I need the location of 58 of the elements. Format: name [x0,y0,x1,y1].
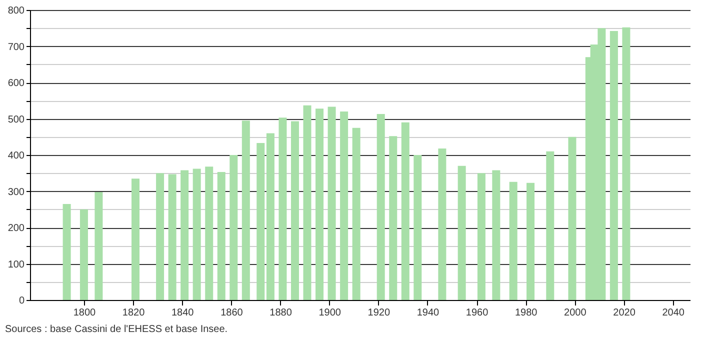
y-tick-label: 700 [8,42,25,53]
bar [389,136,398,300]
bar [94,192,103,300]
y-tick-label: 200 [8,223,25,234]
bar [352,128,360,300]
y-tick-label: 500 [8,114,25,126]
y-tick-label: 600 [8,78,25,89]
bar [401,122,410,300]
bar [438,148,446,300]
bar [340,112,348,300]
bar [610,31,618,300]
bar [316,108,324,300]
bar [256,143,265,300]
y-tick-label: 800 [8,6,25,16]
x-tick-label: 2020 [613,308,636,318]
bar [568,136,576,300]
bar [458,166,466,300]
bar [230,155,238,300]
y-tick-label: 300 [8,186,25,198]
x-tick-label: 1960 [466,308,489,318]
bar [328,106,336,300]
bar [132,178,140,300]
bar [477,173,486,300]
bar [205,166,214,300]
bar [266,133,274,300]
x-tick-label: 1940 [416,308,440,318]
x-tick-label: 1920 [368,308,390,318]
x-tick-label: 2000 [564,308,587,318]
bar [492,170,500,300]
bar [414,155,422,300]
bar [290,121,299,300]
bar [217,172,226,300]
bar [622,27,630,300]
bar [80,209,88,300]
x-tick-label: 1800 [73,308,96,318]
bar [156,173,164,300]
bar [509,182,518,300]
y-tick-label: 400 [8,150,25,162]
bar [376,114,385,300]
y-tick-label: 100 [8,259,25,270]
bar [62,204,71,300]
bar [278,118,287,300]
x-tick-label: 1900 [318,308,342,318]
y-tick-label: 0 [18,296,25,306]
x-tick-label: 1840 [171,308,194,318]
x-tick-label: 1980 [514,308,538,318]
bar [180,170,189,300]
bar [242,120,250,300]
bar [526,182,535,300]
bar [192,168,201,300]
bar [303,105,312,300]
source-note: Sources : base Cassini de l'EHESS et base Insee. [5,324,228,335]
x-tick-label: 2040 [662,308,685,318]
x-tick-label: 1880 [270,308,292,318]
x-tick-label: 1860 [220,308,244,318]
bar [546,151,554,300]
bar [168,174,176,300]
x-tick-label: 1820 [122,308,146,318]
